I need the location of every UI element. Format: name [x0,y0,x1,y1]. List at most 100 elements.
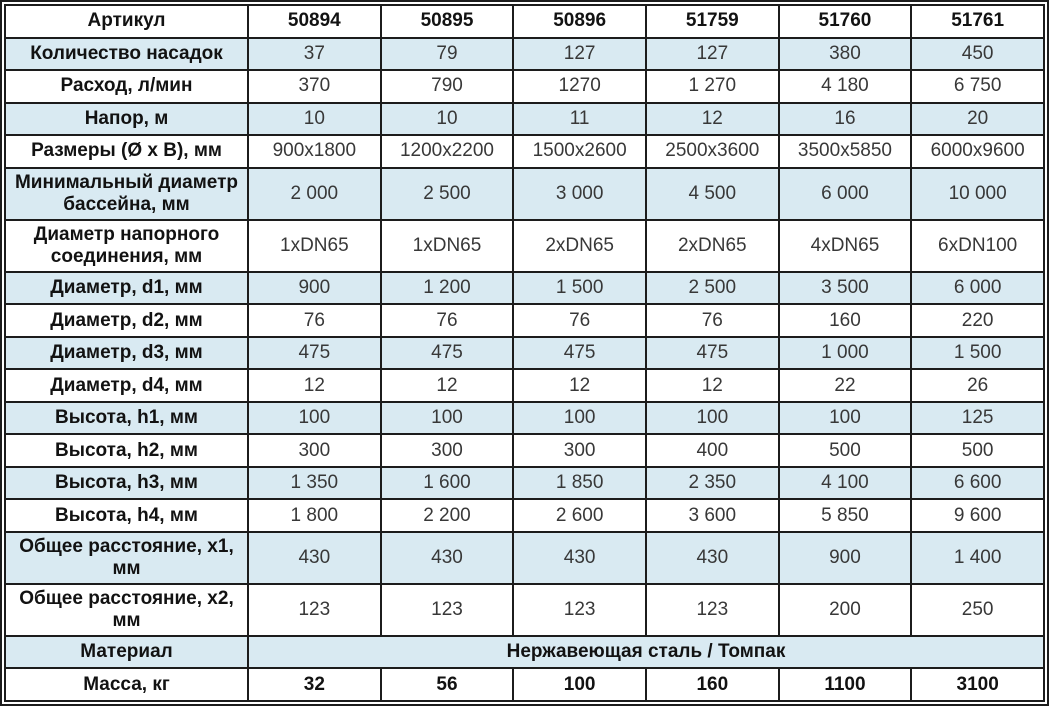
cell-value: 2 500 [379,166,515,221]
cell-value: 500 [777,433,913,468]
row-label: Диаметр напорного соединения, мм [4,218,249,273]
mass-row: Масса, кг 32 56 100 160 1100 3100 [4,667,1045,702]
table-row: Размеры (Ø x В), мм 900x1800 1200x2200 1500… [4,134,1045,169]
cell-value: 1 800 [247,498,382,533]
cell-value: 100 [644,400,780,436]
cell-value: 3 000 [512,166,647,221]
row-label: Высота, h2, мм [4,433,249,468]
row-label: Диаметр, d2, мм [4,303,249,338]
table-row: Диаметр, d3, мм 475 475 475 475 1 000 1 500 [4,335,1045,371]
cell-value: 1 400 [910,530,1045,585]
cell-value: 3 500 [777,270,913,306]
cell-value: 1 600 [379,465,515,501]
cell-value: 12 [512,368,647,403]
cell-value: 26 [910,368,1045,403]
row-label: Количество насадок [4,36,249,71]
row-label: Высота, h3, мм [4,465,249,501]
row-label: Размеры (Ø x В), мм [4,134,249,169]
row-label: Высота, h1, мм [4,400,249,436]
cell-value: 123 [644,582,780,637]
cell-value: 1xDN65 [379,218,515,273]
cell-value: 3500x5850 [777,134,913,169]
cell-value: 6000x9600 [910,134,1045,169]
cell-value: 900 [247,270,382,306]
cell-value: 300 [247,433,382,468]
cell-value: 900x1800 [247,134,382,169]
table-row: Общее расстояние, x1, мм 430 430 430 430 900 1… [4,530,1045,585]
row-label: Общее расстояние, x1, мм [4,530,249,585]
cell-value: 400 [644,433,780,468]
table-row: Диаметр, d1, мм 900 1 200 1 500 2 500 3 500 6 … [4,270,1045,306]
cell-value: 6 000 [777,166,913,221]
mass-value: 32 [247,667,382,702]
table-row: Диаметр, d2, мм 76 76 76 76 160 220 [4,303,1045,338]
cell-value: 1 200 [379,270,515,306]
material-label: Материал [4,634,249,670]
cell-value: 1500x2600 [512,134,647,169]
cell-value: 2xDN65 [644,218,780,273]
table-row: Напор, м 10 10 11 12 16 20 [4,101,1045,136]
cell-value: 10 [379,101,515,136]
cell-value: 6 000 [910,270,1045,306]
cell-value: 76 [247,303,382,338]
cell-value: 76 [379,303,515,338]
cell-value: 12 [247,368,382,403]
cell-value: 76 [644,303,780,338]
table-row: Минимальный диаметр бассейна, мм 2 000 2 5… [4,166,1045,221]
header-article-number: 51760 [777,4,913,39]
cell-value: 4xDN65 [777,218,913,273]
mass-value: 100 [512,667,647,702]
header-article-number: 50894 [247,4,382,39]
cell-value: 12 [644,368,780,403]
cell-value: 475 [379,335,515,371]
cell-value: 16 [777,101,913,136]
cell-value: 2 600 [512,498,647,533]
cell-value: 11 [512,101,647,136]
cell-value: 76 [512,303,647,338]
cell-value: 450 [910,36,1045,71]
cell-value: 10 000 [910,166,1045,221]
cell-value: 475 [247,335,382,371]
header-article-number: 51761 [910,4,1045,39]
cell-value: 6 750 [910,69,1045,104]
cell-value: 20 [910,101,1045,136]
cell-value: 300 [512,433,647,468]
cell-value: 475 [644,335,780,371]
row-label: Напор, м [4,101,249,136]
cell-value: 2500x3600 [644,134,780,169]
cell-value: 123 [512,582,647,637]
table-row: Высота, h3, мм 1 350 1 600 1 850 2 350 4 100 6… [4,465,1045,501]
cell-value: 160 [777,303,913,338]
cell-value: 5 850 [777,498,913,533]
cell-value: 37 [247,36,382,71]
mass-label: Масса, кг [4,667,249,702]
cell-value: 2 200 [379,498,515,533]
row-label: Диаметр, d3, мм [4,335,249,371]
table-row: Количество насадок 37 79 127 127 380 450 [4,36,1045,71]
mass-value: 1100 [777,667,913,702]
cell-value: 2xDN65 [512,218,647,273]
table-row: Высота, h2, мм 300 300 300 400 500 500 [4,433,1045,468]
cell-value: 125 [910,400,1045,436]
cell-value: 790 [379,69,515,104]
table-row: Высота, h1, мм 100 100 100 100 100 125 [4,400,1045,436]
row-label: Диаметр, d1, мм [4,270,249,306]
product-spec-table: Артикул 50894 50895 50896 51759 51760 51761 Кол… [4,4,1045,702]
cell-value: 4 180 [777,69,913,104]
cell-value: 430 [512,530,647,585]
cell-value: 123 [247,582,382,637]
row-label: Расход, л/мин [4,69,249,104]
cell-value: 1200x2200 [379,134,515,169]
cell-value: 370 [247,69,382,104]
cell-value: 1 500 [910,335,1045,371]
cell-value: 1 270 [644,69,780,104]
cell-value: 9 600 [910,498,1045,533]
cell-value: 100 [777,400,913,436]
cell-value: 430 [247,530,382,585]
table-row: Диаметр напорного соединения, мм 1xDN65 1x… [4,218,1045,273]
cell-value: 100 [379,400,515,436]
cell-value: 127 [512,36,647,71]
row-label: Минимальный диаметр бассейна, мм [4,166,249,221]
cell-value: 250 [910,582,1045,637]
table-row: Расход, л/мин 370 790 1270 1 270 4 180 6 750 [4,69,1045,104]
